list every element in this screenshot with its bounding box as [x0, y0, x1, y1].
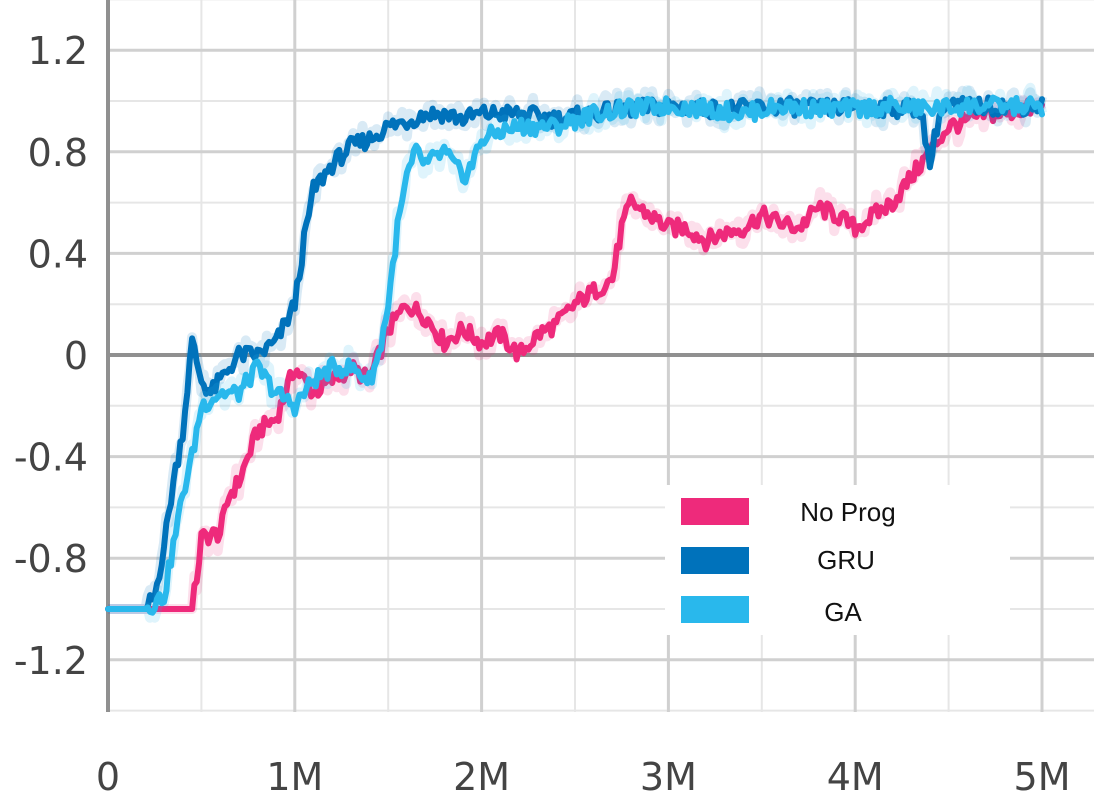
x-tick-label: 1M — [266, 755, 323, 799]
x-tick-label: 2M — [453, 755, 510, 799]
y-tick-label: 1.2 — [28, 29, 88, 73]
series-line-no-prog — [105, 97, 1045, 612]
axes — [106, 0, 1094, 712]
x-tick-label: 4M — [827, 755, 884, 799]
y-tick-label: -0.4 — [14, 436, 88, 480]
y-tick-label: -0.8 — [14, 537, 88, 581]
legend-swatch-ga — [681, 596, 749, 623]
x-tick-label: 0 — [96, 755, 120, 799]
y-tick-label: 0 — [64, 334, 88, 378]
legend: No Prog GRU GA — [665, 485, 1010, 635]
y-tick-label: 0.8 — [28, 131, 88, 175]
series-layer — [105, 82, 1047, 623]
legend-label-ga: GA — [824, 597, 862, 627]
series-line-ga — [105, 94, 1045, 616]
y-tick-label: 0.4 — [28, 232, 88, 276]
y-tick-label: -1.2 — [14, 639, 88, 683]
legend-label-gru: GRU — [817, 545, 875, 575]
x-tick-label: 5M — [1014, 755, 1071, 799]
series-line-gru — [105, 94, 1045, 612]
tick-labels: 0 1M 2M 3M 4M 5M 1.2 0.8 0.4 0 -0.4 -0.8 -1.2 — [14, 29, 1071, 799]
legend-swatch-no-prog — [681, 498, 749, 525]
x-tick-label: 3M — [640, 755, 697, 799]
legend-swatch-gru — [681, 547, 749, 574]
legend-label-no-prog: No Prog — [800, 497, 895, 527]
